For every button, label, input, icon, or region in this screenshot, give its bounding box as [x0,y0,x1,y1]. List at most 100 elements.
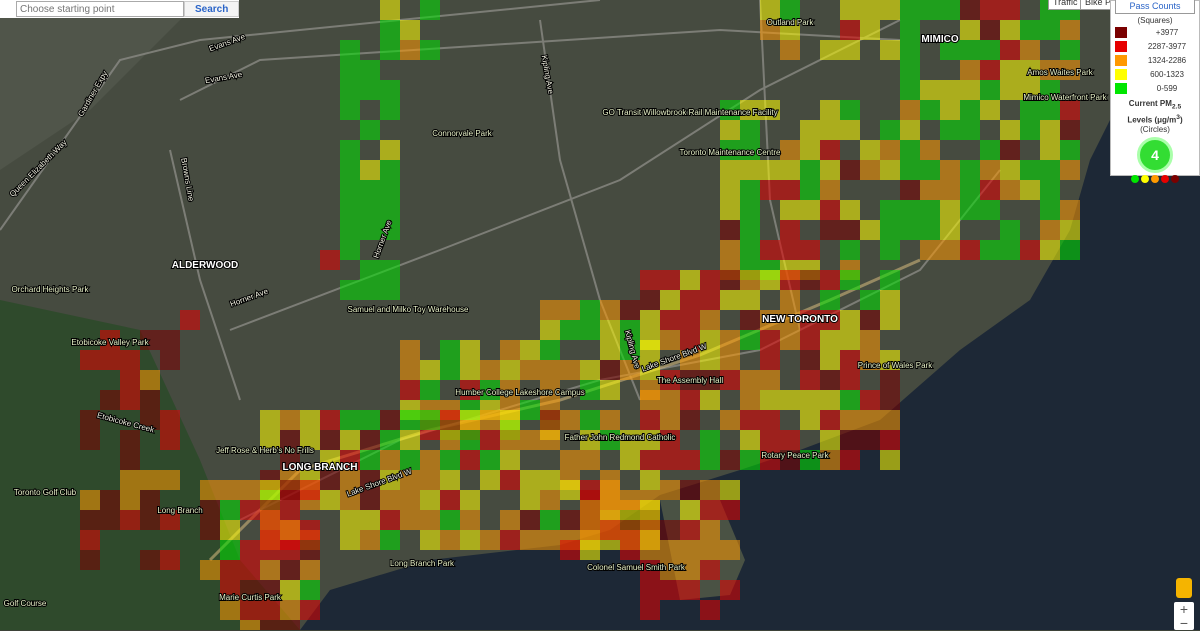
heat-square [920,160,940,180]
heat-square [260,600,280,620]
heat-square [720,500,740,520]
heat-square [680,500,700,520]
heat-square [640,450,660,470]
pm-circle: 4 [1137,137,1173,174]
map-button[interactable]: Traffic [1048,0,1083,10]
heat-square [860,330,880,350]
heat-square [780,160,800,180]
place-label: GO Transit Willowbrook Rail Maintenance … [602,108,777,117]
heat-square [880,200,900,220]
heat-square [740,120,760,140]
heat-square [680,480,700,500]
heat-square [660,520,680,540]
heat-square [740,220,760,240]
heat-square [820,390,840,410]
legend-row: 2287-3977 [1111,39,1199,53]
place-label: Amos Waites Park [1027,68,1093,77]
heat-square [800,310,820,330]
search-button[interactable]: Search [184,1,240,17]
heat-square [880,0,900,20]
heat-square [740,330,760,350]
heat-square [280,560,300,580]
heat-square [100,490,120,510]
heat-square [340,160,360,180]
heat-square [400,450,420,470]
heat-square [1000,20,1020,40]
heat-square [280,410,300,430]
place-label: Samuel and Milko Toy Warehouse [348,305,470,314]
heat-square [760,160,780,180]
search-input[interactable] [16,1,184,17]
heat-square [960,0,980,20]
heat-square [760,450,780,470]
heat-square [380,140,400,160]
heat-square [300,600,320,620]
heat-square [220,520,240,540]
pm-dot [1141,175,1149,184]
heat-square [1040,160,1060,180]
pm-dot [1171,175,1179,184]
heat-square [840,120,860,140]
legend-select[interactable]: Pass Counts [1115,0,1195,14]
heat-square [920,80,940,100]
heat-square [200,500,220,520]
place-label: Toronto Golf Club [14,488,77,497]
heat-square [820,330,840,350]
heat-square [880,390,900,410]
heat-square [200,560,220,580]
heat-square [360,180,380,200]
heat-square [920,220,940,240]
heat-square [640,580,660,600]
heat-square [340,430,360,450]
place-label: Rotary Peace Park [761,451,829,460]
heat-square [420,40,440,60]
legend-swatch [1115,26,1127,38]
heat-square [500,410,520,430]
heat-square [940,100,960,120]
place-label: Prince of Wales Park [858,361,933,370]
heat-square [340,140,360,160]
heat-square [580,360,600,380]
heat-square [680,540,700,560]
zoom-controls[interactable]: + − [1174,602,1194,630]
heat-square [640,340,660,360]
heat-square [420,490,440,510]
legend-row: 0-599 [1111,81,1199,95]
heat-square [640,290,660,310]
heat-square [260,580,280,600]
heat-square [1040,180,1060,200]
heat-square [660,580,680,600]
heat-square [940,160,960,180]
heat-square [100,390,120,410]
heat-square [780,180,800,200]
heat-square [920,200,940,220]
heat-square [580,480,600,500]
heat-square [340,510,360,530]
heat-square [780,220,800,240]
pegman[interactable] [1176,578,1192,598]
pm-sup: 3 [1176,113,1180,121]
heat-square [380,530,400,550]
heat-square [1000,140,1020,160]
heat-square [580,300,600,320]
heat-square [380,160,400,180]
heat-square [1000,80,1020,100]
heat-square [560,300,580,320]
heat-square [820,450,840,470]
search-bar: Search [0,0,240,18]
heat-square [640,410,660,430]
heat-square [580,380,600,400]
heat-square [700,350,720,370]
heat-square [520,360,540,380]
heat-square [820,270,840,290]
heat-square [840,270,860,290]
heat-square [140,510,160,530]
heat-square [760,370,780,390]
heat-square [760,330,780,350]
place-label: Humber College Lakeshore Campus [455,388,584,397]
heat-square [460,450,480,470]
place-label: Father John Redmond Catholic [565,433,676,442]
heat-square [720,180,740,200]
heat-square [280,580,300,600]
heat-square [360,530,380,550]
